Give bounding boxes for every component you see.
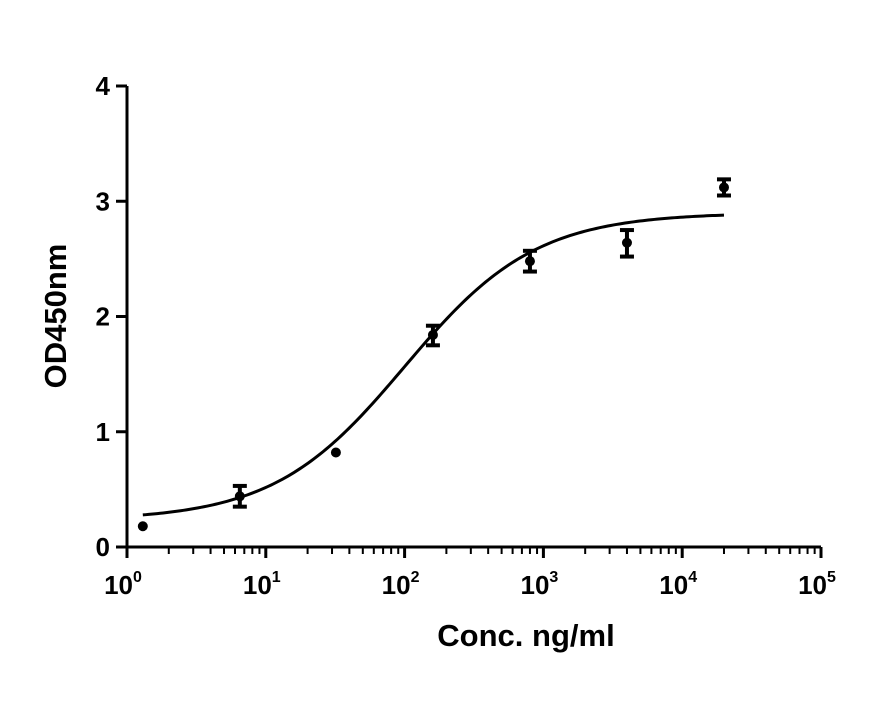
data-point-group	[232, 483, 247, 509]
axes	[125, 86, 821, 549]
x-tick-label: 104	[659, 569, 697, 600]
data-point	[718, 182, 729, 193]
fit-curve	[142, 213, 725, 517]
data-point-group	[137, 521, 148, 532]
y-tick-label: 2	[96, 302, 110, 332]
y-axis-title: OD450nm	[38, 244, 73, 389]
x-tick-label: 103	[520, 569, 558, 600]
data-point	[427, 329, 438, 340]
data-point-group	[425, 323, 440, 348]
ticks	[116, 84, 823, 558]
tick-labels: 0 1 2 3 4 100 101 102 103 104 105	[96, 71, 836, 600]
data-point	[137, 521, 148, 532]
data-point-group	[522, 248, 537, 274]
y-tick-label: 0	[96, 532, 110, 562]
data-point-group	[619, 228, 634, 259]
data-point	[524, 256, 535, 267]
data-point-group	[716, 177, 731, 198]
y-tick-label: 1	[96, 417, 110, 447]
x-tick-label: 100	[104, 569, 142, 600]
x-tick-label: 105	[798, 569, 836, 600]
x-tick-label: 101	[243, 569, 281, 600]
data-point-group	[330, 447, 341, 458]
x-axis-title: Conc. ng/ml	[437, 618, 614, 653]
data-points	[137, 177, 731, 532]
data-point	[621, 237, 632, 248]
data-point	[330, 447, 341, 458]
x-tick-label: 102	[382, 569, 420, 600]
y-tick-label: 4	[96, 71, 111, 101]
y-tick-label: 3	[96, 186, 110, 216]
data-point	[234, 491, 245, 502]
